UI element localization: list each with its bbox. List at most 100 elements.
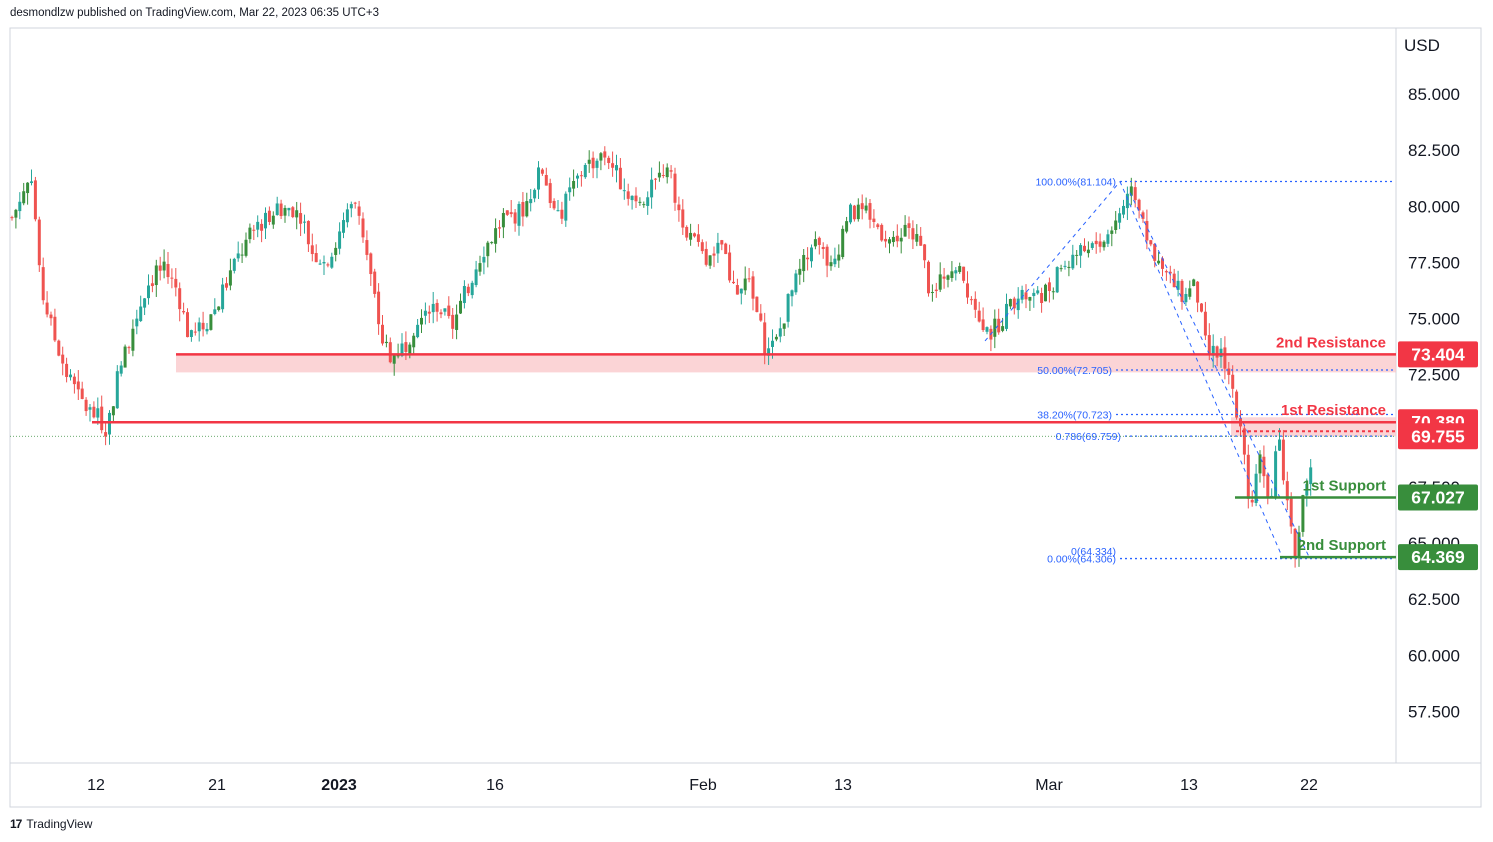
candle-body	[182, 311, 186, 313]
candle-body	[228, 270, 232, 286]
price-tag-bg	[1398, 544, 1478, 571]
candle-body	[420, 317, 423, 325]
resistance-zone-1	[1231, 417, 1396, 437]
candle-body	[49, 314, 53, 319]
candle-body	[338, 231, 342, 249]
candle-body	[486, 242, 490, 257]
level-label: 1st Resistance	[1281, 402, 1386, 419]
candle-body	[295, 210, 299, 218]
time-axis[interactable]: 12 21 2023 16 Feb 13 Mar 13 22	[87, 777, 1318, 794]
x-tick-label: 2023	[321, 777, 357, 794]
candle-body	[427, 311, 431, 314]
candle-body	[607, 157, 611, 164]
candle-body	[189, 330, 193, 337]
candle-body	[689, 232, 693, 240]
candle-body	[264, 212, 267, 229]
candle-body	[895, 235, 899, 242]
candle-body	[1098, 241, 1102, 247]
candle-body	[1001, 326, 1005, 331]
candle-body	[1063, 265, 1067, 267]
candle-body	[669, 170, 673, 172]
candle-body	[127, 347, 131, 349]
candle-body	[494, 228, 498, 244]
candle-body	[891, 236, 895, 243]
candle-body	[1020, 289, 1024, 300]
candle-body	[1118, 213, 1122, 223]
candle-body	[958, 266, 962, 272]
candle-body	[236, 253, 240, 259]
candle-body	[704, 248, 708, 265]
candle-body	[1161, 258, 1164, 269]
candle-body	[513, 212, 517, 224]
fib-trend-up	[984, 181, 1121, 342]
candle-body	[771, 340, 774, 347]
candle-body	[474, 269, 478, 286]
candle-body	[759, 313, 763, 321]
candle-body	[813, 239, 817, 247]
candle-body	[400, 343, 404, 356]
x-tick-label: 21	[208, 777, 226, 794]
candle-body	[447, 305, 451, 317]
candle-body	[969, 299, 973, 301]
candle-body	[197, 322, 201, 332]
candle-body	[349, 204, 353, 209]
candle-body	[209, 314, 213, 330]
candle-body	[533, 189, 537, 199]
candle-body	[657, 172, 661, 178]
candle-body	[591, 157, 595, 169]
candle-body	[938, 274, 942, 290]
plot-frame	[9, 27, 1482, 808]
fib-trend-down-parallel	[1129, 192, 1311, 559]
candle-body	[700, 242, 704, 252]
candle-body	[747, 278, 751, 280]
candle-body	[384, 341, 388, 344]
candle-body	[1044, 284, 1047, 302]
candle-body	[778, 328, 782, 337]
tradingview-brand[interactable]: 17 TradingView	[10, 817, 92, 831]
candle-body	[763, 322, 767, 355]
candle-body	[490, 242, 494, 244]
candle-body	[856, 204, 860, 220]
candle-body	[942, 276, 946, 279]
candle-body	[1297, 532, 1301, 559]
candle-body	[1211, 345, 1215, 356]
candle-body	[923, 244, 927, 261]
candle-body	[790, 290, 794, 297]
candle-body	[685, 226, 689, 238]
candle-body	[1102, 241, 1106, 248]
candle-body	[868, 203, 872, 220]
candle-body	[377, 291, 381, 325]
candle-body	[732, 281, 735, 284]
candle-body	[774, 336, 778, 340]
candle-body	[1083, 245, 1086, 252]
candle-body	[1250, 499, 1254, 503]
candle-body	[880, 224, 884, 241]
candle-body	[170, 277, 174, 279]
candle-body	[1071, 254, 1075, 269]
candle-body	[326, 264, 330, 266]
candle-body	[1122, 205, 1125, 215]
candle-body	[724, 243, 728, 255]
candle-body	[517, 203, 521, 226]
candle-body	[1262, 456, 1266, 477]
candle-body	[1055, 267, 1059, 293]
candle-body	[860, 203, 864, 210]
candle-body	[646, 197, 650, 206]
candle-body	[1301, 495, 1305, 532]
candle-body	[252, 229, 256, 231]
candle-body	[33, 180, 37, 220]
y-tick-label: 77.500	[1408, 253, 1460, 272]
y-tick-label: 62.500	[1408, 590, 1460, 609]
candle-body	[1032, 292, 1036, 297]
candle-body	[162, 261, 166, 271]
candle-body	[174, 278, 178, 288]
candle-body	[443, 308, 447, 312]
candle-body	[1309, 467, 1313, 485]
price-axis[interactable]: 85.00082.50080.00077.50075.00072.50067.5…	[1408, 85, 1460, 721]
candle-body	[642, 204, 646, 206]
candle-body	[1153, 243, 1157, 261]
candle-body	[852, 205, 856, 220]
candle-body	[615, 165, 618, 171]
candle-body	[10, 217, 14, 219]
